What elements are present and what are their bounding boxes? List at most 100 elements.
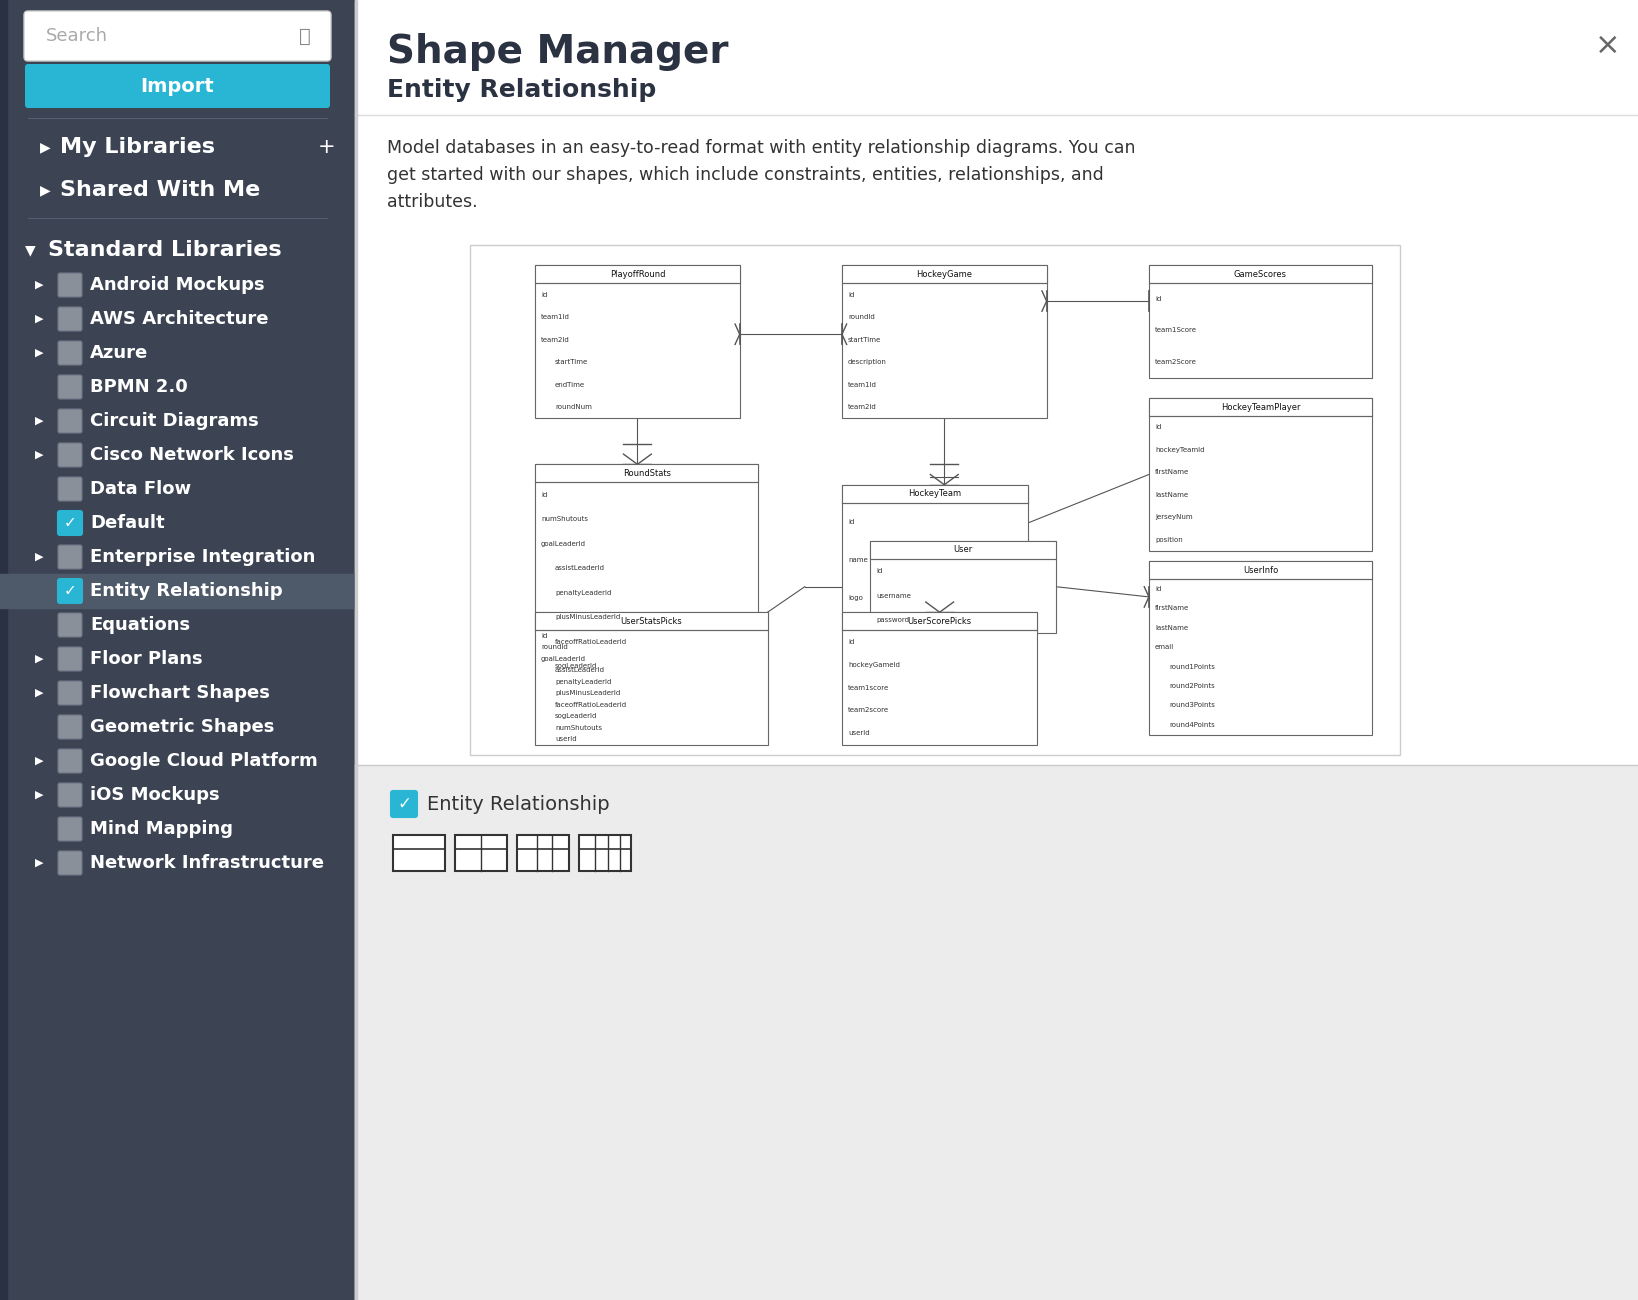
Bar	[536, 612, 768, 745]
Text: Circuit Diagrams: Circuit Diagrams	[90, 412, 259, 430]
Text: Import: Import	[141, 77, 215, 95]
FancyBboxPatch shape	[57, 443, 82, 467]
Text: HockeyTeam: HockeyTeam	[909, 489, 962, 498]
Text: password: password	[876, 618, 909, 623]
Text: jerseyNum: jerseyNum	[1155, 515, 1192, 520]
Text: sogLeaderId: sogLeaderId	[555, 663, 598, 670]
Bar	[842, 265, 1047, 283]
Text: ▼: ▼	[25, 243, 36, 257]
Text: startTime: startTime	[848, 337, 881, 343]
Text: round3Points: round3Points	[1170, 702, 1215, 708]
Bar	[355, 764, 1638, 1300]
FancyBboxPatch shape	[57, 273, 82, 296]
Text: Search: Search	[46, 27, 108, 46]
Text: Model databases in an easy-to-read format with entity relationship diagrams. You: Model databases in an easy-to-read forma…	[387, 139, 1135, 157]
Text: id: id	[1155, 296, 1161, 302]
Text: roundId: roundId	[541, 645, 568, 650]
Text: email: email	[1155, 645, 1174, 650]
Text: Google Cloud Platform: Google Cloud Platform	[90, 751, 318, 770]
Text: penaltyLeaderId: penaltyLeaderId	[555, 590, 611, 595]
Bar	[842, 612, 1037, 630]
Text: HockeyTeamPlayer: HockeyTeamPlayer	[1220, 403, 1301, 412]
Bar	[1148, 398, 1373, 551]
Bar	[870, 541, 1057, 633]
Text: id: id	[1155, 424, 1161, 430]
Text: round2Points: round2Points	[1170, 682, 1215, 689]
Bar	[1148, 265, 1373, 283]
Text: id: id	[1155, 586, 1161, 592]
Bar	[518, 835, 568, 871]
Text: User: User	[953, 545, 973, 554]
Text: faceoffRatioLeaderId: faceoffRatioLeaderId	[555, 638, 627, 645]
Text: ✓: ✓	[64, 516, 77, 530]
FancyBboxPatch shape	[57, 715, 82, 738]
Text: faceoffRatioLeaderId: faceoffRatioLeaderId	[555, 702, 627, 707]
Text: userId: userId	[555, 736, 577, 742]
Circle shape	[845, 581, 857, 593]
FancyBboxPatch shape	[57, 681, 82, 705]
Text: Equations: Equations	[90, 616, 190, 634]
Bar	[1148, 562, 1373, 580]
Text: endTime: endTime	[555, 382, 585, 387]
Bar	[0, 0, 7, 1300]
FancyBboxPatch shape	[25, 64, 329, 108]
Text: ▶: ▶	[34, 858, 44, 868]
Text: ▶: ▶	[34, 757, 44, 766]
FancyBboxPatch shape	[57, 307, 82, 332]
FancyBboxPatch shape	[57, 374, 82, 399]
Text: Azure: Azure	[90, 344, 149, 361]
Text: logo: logo	[848, 595, 863, 601]
Bar	[842, 265, 1047, 419]
Text: lastName: lastName	[1155, 625, 1188, 630]
Text: UserStatsPicks: UserStatsPicks	[621, 616, 681, 625]
Bar	[870, 541, 1057, 559]
Text: ▶: ▶	[39, 183, 51, 198]
Text: ▶: ▶	[34, 790, 44, 800]
Text: PlayoffRound: PlayoffRound	[609, 270, 665, 280]
Text: Cisco Network Icons: Cisco Network Icons	[90, 446, 293, 464]
Text: Network Infrastructure: Network Infrastructure	[90, 854, 324, 872]
Text: round1Points: round1Points	[1170, 663, 1215, 670]
Bar	[536, 464, 758, 482]
FancyBboxPatch shape	[57, 816, 82, 841]
FancyBboxPatch shape	[57, 749, 82, 774]
Text: position: position	[1155, 537, 1183, 543]
Text: firstName: firstName	[1155, 469, 1189, 476]
Bar	[1148, 265, 1373, 377]
Bar	[842, 612, 1037, 745]
Text: Android Mockups: Android Mockups	[90, 276, 265, 294]
Text: ×: ×	[1595, 30, 1620, 60]
Text: round4Points: round4Points	[1170, 722, 1215, 728]
Text: team1Id: team1Id	[541, 315, 570, 320]
FancyBboxPatch shape	[57, 341, 82, 365]
Text: team2Id: team2Id	[848, 404, 876, 411]
Text: team1score: team1score	[848, 685, 889, 690]
Text: plusMinusLeaderId: plusMinusLeaderId	[555, 690, 621, 697]
Text: Entity Relationship: Entity Relationship	[90, 582, 283, 601]
Bar	[536, 265, 740, 283]
Bar	[1148, 398, 1373, 416]
Text: UserInfo: UserInfo	[1243, 566, 1278, 575]
Text: username: username	[876, 593, 911, 599]
Text: lastName: lastName	[1155, 491, 1188, 498]
Text: Shape Manager: Shape Manager	[387, 32, 729, 72]
Text: ▶: ▶	[34, 348, 44, 358]
Text: ▶: ▶	[34, 654, 44, 664]
FancyBboxPatch shape	[25, 10, 331, 61]
Text: Floor Plans: Floor Plans	[90, 650, 203, 668]
Text: id: id	[848, 638, 855, 645]
Text: attributes.: attributes.	[387, 192, 478, 211]
Text: numShutouts: numShutouts	[555, 724, 603, 731]
Text: BPMN 2.0: BPMN 2.0	[90, 378, 188, 396]
Text: ▶: ▶	[34, 688, 44, 698]
Bar	[1148, 562, 1373, 734]
Text: Flowchart Shapes: Flowchart Shapes	[90, 684, 270, 702]
FancyBboxPatch shape	[57, 545, 82, 569]
Text: assistLeaderId: assistLeaderId	[555, 566, 604, 571]
Text: Entity Relationship: Entity Relationship	[387, 78, 657, 101]
Text: team2score: team2score	[848, 707, 889, 714]
Text: ▶: ▶	[34, 552, 44, 562]
Text: ▶: ▶	[34, 315, 44, 324]
Text: goalLeaderId: goalLeaderId	[541, 655, 586, 662]
Text: goalLeaderId: goalLeaderId	[541, 541, 586, 546]
